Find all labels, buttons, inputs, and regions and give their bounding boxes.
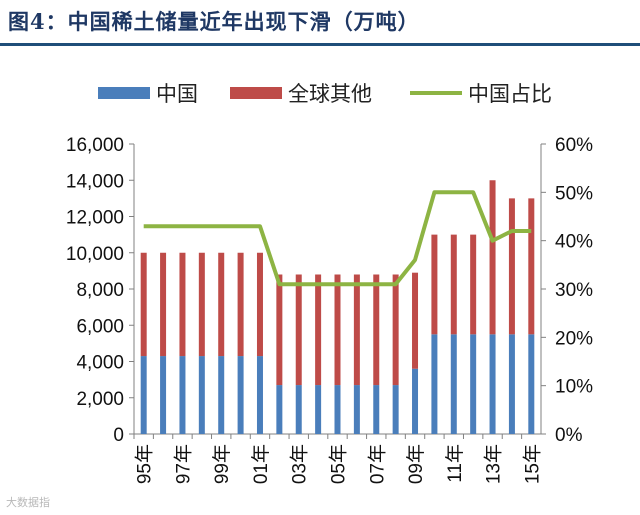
bar-rest [353,274,360,386]
y-tick-label: 6,000 [76,316,124,337]
bar-china [489,334,496,434]
bar-china [392,385,399,434]
y2-tick-label: 40% [555,232,593,253]
legend-swatch-share [410,91,462,95]
bar-rest [392,274,399,386]
legend-swatch-rest [230,87,282,99]
y-tick-label: 10,000 [66,244,124,265]
y-tick-label: 4,000 [76,353,124,374]
bar-rest [450,234,457,335]
x-tick-label: 01年 [250,444,272,484]
x-tick-label: 11年 [444,444,466,483]
bar-china [237,356,244,434]
y-tick-label: 16,000 [66,135,124,156]
bar-rest [276,274,283,386]
legend-item-china: 中国 [98,78,198,108]
bar-rest [218,252,225,357]
legend-label-share: 中国占比 [468,82,552,106]
y2-tick-label: 60% [555,135,593,156]
bar-rest [198,252,205,357]
bar-china [256,356,263,434]
bar-rest [470,234,477,335]
legend-item-share: 中国占比 [410,78,552,108]
x-tick-label: 09年 [405,444,427,484]
x-tick-label: 05年 [328,444,350,484]
x-tick-label: 95年 [134,444,156,484]
bar-rest [412,272,419,369]
bar-rest [295,274,302,386]
legend-label-china: 中国 [156,82,198,106]
x-tick-label: 97年 [172,444,194,484]
bar-china [431,334,438,434]
bar-china [198,356,205,434]
bar-china [353,385,360,434]
title-rule [0,43,640,46]
bar-china [528,334,535,434]
bar-china [373,385,380,434]
x-tick-label: 07年 [366,444,388,484]
bar-china [412,368,419,434]
bar-rest [315,274,322,386]
x-tick-label: 15年 [521,444,543,484]
y2-tick-label: 10% [555,377,593,398]
watermark: 大数据指 [6,496,50,509]
bar-china [334,385,341,434]
bar-rest [334,274,341,386]
legend-label-rest: 全球其他 [288,82,372,106]
x-tick-label: 99年 [211,444,233,484]
x-tick-label: 03年 [289,444,311,484]
bar-china [470,334,477,434]
legend-item-rest: 全球其他 [230,78,372,108]
bar-rest [140,252,147,357]
bar-china [508,334,515,434]
bar-china [218,356,225,434]
y-tick-label: 8,000 [76,280,124,301]
y2-tick-label: 0% [555,425,583,446]
legend-swatch-china [98,87,150,99]
bar-china [179,356,186,434]
x-tick-label: 13年 [483,444,505,484]
y-tick-label: 0 [113,425,124,446]
bar-rest [373,274,380,386]
bar-rest [489,180,496,335]
y-tick-label: 12,000 [66,208,124,229]
bar-rest [508,198,515,335]
legend: 中国 全球其他 中国占比 [0,78,640,108]
bar-china [315,385,322,434]
y2-tick-label: 50% [555,183,593,204]
bar-china [450,334,457,434]
bar-rest [237,252,244,357]
y-tick-label: 14,000 [66,171,124,192]
y-tick-label: 2,000 [76,389,124,410]
bar-rest [160,252,167,357]
bar-china [276,385,283,434]
bar-rest [256,252,263,357]
bar-rest [431,234,438,335]
bar-rest [528,198,535,335]
y2-tick-label: 30% [555,280,593,301]
y2-tick-label: 20% [555,328,593,349]
share-line [143,190,532,287]
bar-china [140,356,147,434]
bar-rest [179,252,186,357]
bar-china [160,356,167,434]
bar-china [295,385,302,434]
chart-title: 图4：中国稀土储量近年出现下滑（万吨） [8,9,420,34]
